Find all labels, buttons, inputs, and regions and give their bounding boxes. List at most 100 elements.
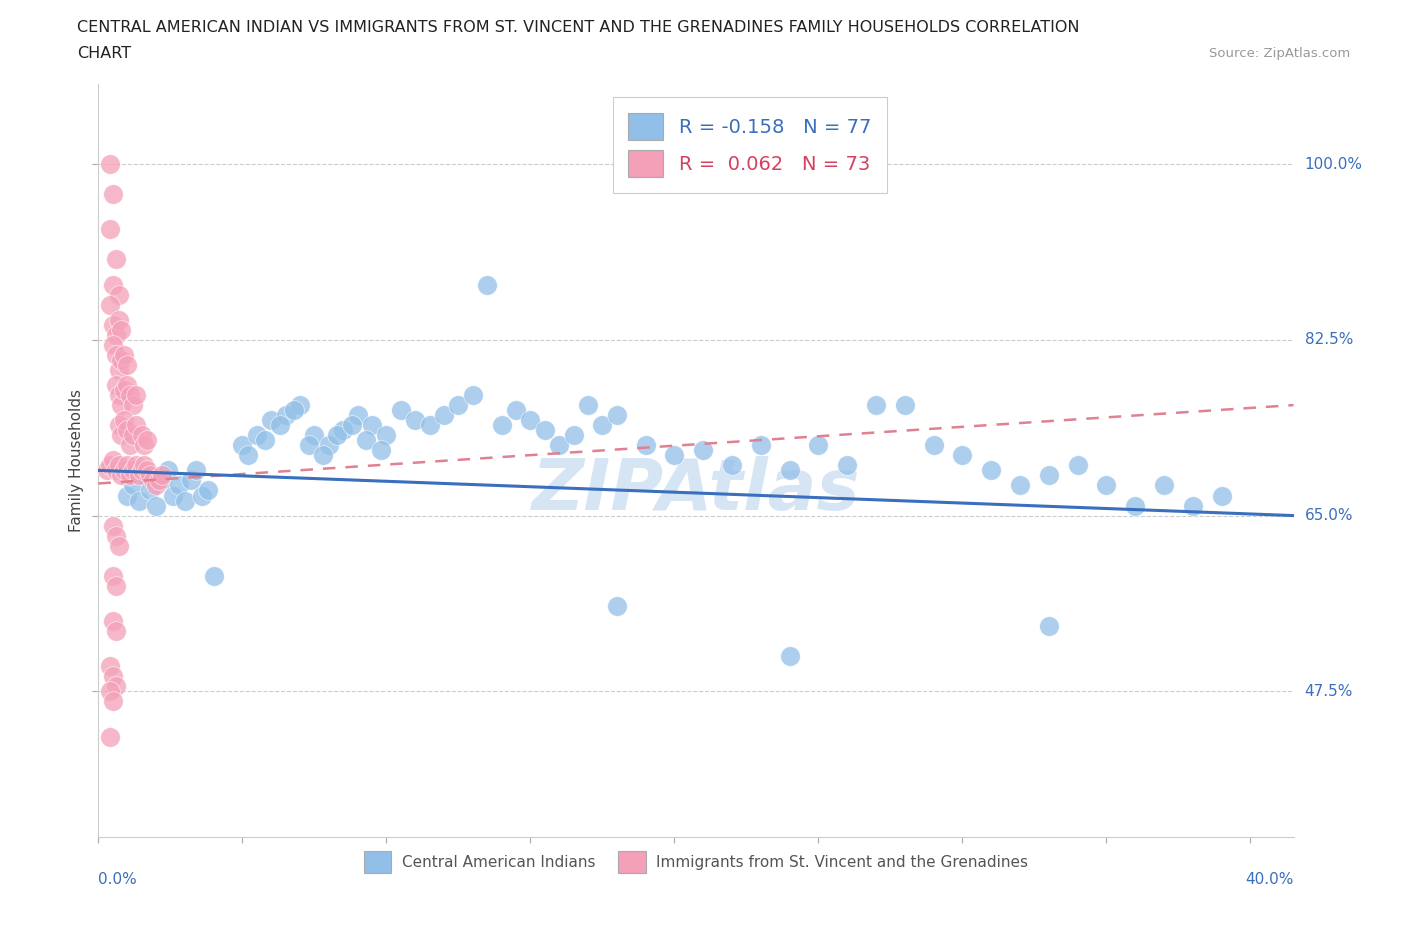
Point	[125, 458, 148, 472]
Point	[269, 418, 291, 432]
Point	[101, 277, 124, 292]
Point	[104, 327, 127, 342]
Point	[162, 488, 184, 503]
Point	[606, 599, 628, 614]
Point	[433, 407, 456, 422]
Point	[104, 348, 127, 363]
Point	[254, 432, 277, 447]
Point	[112, 463, 135, 478]
Point	[96, 463, 118, 478]
Point	[370, 443, 392, 458]
Point	[156, 463, 179, 478]
Point	[692, 443, 714, 458]
Point	[231, 438, 253, 453]
Point	[1123, 498, 1146, 513]
Point	[134, 458, 156, 472]
Point	[354, 432, 377, 447]
Legend: Central American Indians, Immigrants from St. Vincent and the Grenadines: Central American Indians, Immigrants fro…	[356, 844, 1036, 881]
Point	[197, 483, 219, 498]
Point	[807, 438, 830, 453]
Point	[202, 568, 225, 583]
Point	[131, 428, 153, 443]
Point	[150, 473, 173, 488]
Point	[131, 463, 153, 478]
Point	[125, 388, 148, 403]
Point	[110, 352, 132, 367]
Point	[404, 413, 426, 428]
Point	[122, 428, 145, 443]
Text: 0.0%: 0.0%	[98, 871, 138, 886]
Point	[191, 488, 214, 503]
Point	[98, 658, 121, 673]
Point	[304, 428, 326, 443]
Text: CHART: CHART	[77, 46, 131, 61]
Point	[107, 388, 129, 403]
Text: 100.0%: 100.0%	[1305, 156, 1362, 171]
Point	[104, 624, 127, 639]
Text: 40.0%: 40.0%	[1246, 871, 1294, 886]
Point	[288, 398, 311, 413]
Point	[180, 473, 202, 488]
Point	[576, 398, 599, 413]
Text: 65.0%: 65.0%	[1305, 508, 1353, 523]
Point	[104, 679, 127, 694]
Point	[246, 428, 269, 443]
Point	[389, 403, 412, 418]
Point	[122, 478, 145, 493]
Point	[283, 403, 305, 418]
Point	[122, 463, 145, 478]
Point	[312, 448, 335, 463]
Point	[104, 463, 127, 478]
Point	[664, 448, 686, 463]
Point	[274, 407, 297, 422]
Point	[1008, 478, 1031, 493]
Point	[150, 468, 173, 483]
Point	[115, 488, 138, 503]
Point	[139, 468, 162, 483]
Point	[167, 478, 190, 493]
Point	[115, 357, 138, 372]
Point	[548, 438, 571, 453]
Point	[98, 684, 121, 698]
Point	[145, 498, 167, 513]
Point	[101, 518, 124, 533]
Point	[346, 407, 368, 422]
Point	[837, 458, 859, 472]
Text: Source: ZipAtlas.com: Source: ZipAtlas.com	[1209, 46, 1350, 60]
Point	[101, 317, 124, 332]
Point	[1038, 618, 1060, 633]
Point	[115, 458, 138, 472]
Point	[134, 438, 156, 453]
Point	[779, 463, 801, 478]
Point	[120, 388, 142, 403]
Point	[477, 277, 499, 292]
Point	[122, 398, 145, 413]
Y-axis label: Family Households: Family Households	[69, 389, 84, 532]
Point	[419, 418, 441, 432]
Point	[112, 348, 135, 363]
Point	[491, 418, 513, 432]
Point	[107, 538, 129, 553]
Point	[110, 323, 132, 338]
Point	[1066, 458, 1088, 472]
Point	[101, 568, 124, 583]
Point	[1153, 478, 1175, 493]
Point	[318, 438, 340, 453]
Point	[98, 729, 121, 744]
Point	[107, 287, 129, 302]
Point	[107, 312, 129, 327]
Point	[893, 398, 915, 413]
Point	[238, 448, 260, 463]
Point	[98, 298, 121, 312]
Point	[120, 438, 142, 453]
Point	[128, 468, 150, 483]
Point	[110, 398, 132, 413]
Text: 82.5%: 82.5%	[1305, 332, 1353, 347]
Point	[326, 428, 349, 443]
Point	[104, 378, 127, 392]
Point	[142, 473, 165, 488]
Point	[101, 187, 124, 202]
Text: 47.5%: 47.5%	[1305, 684, 1353, 698]
Point	[340, 418, 363, 432]
Point	[112, 413, 135, 428]
